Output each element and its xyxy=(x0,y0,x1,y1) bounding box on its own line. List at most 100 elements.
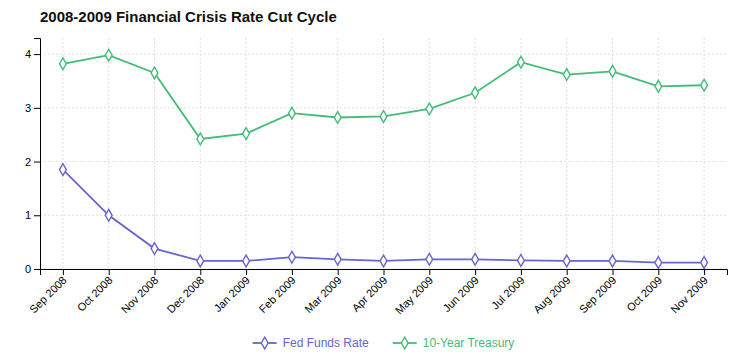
x-tick-mark xyxy=(567,269,568,275)
x-tick-mark xyxy=(292,269,293,275)
x-tick-mark xyxy=(704,269,705,275)
data-point xyxy=(426,103,433,115)
data-point xyxy=(334,112,341,124)
x-tick: Nov 2009 xyxy=(668,269,710,316)
x-tick: Dec 2008 xyxy=(164,269,206,316)
data-point xyxy=(426,253,433,265)
data-point xyxy=(655,257,662,269)
data-point xyxy=(243,128,250,140)
y-tick: 1 xyxy=(25,209,40,221)
x-tick-mark xyxy=(384,269,385,275)
y-tick: 3 xyxy=(25,102,40,114)
y-tick-label: 4 xyxy=(25,48,31,60)
y-axis-line xyxy=(34,39,41,270)
x-tick: Apr 2009 xyxy=(349,269,389,314)
data-point xyxy=(609,65,616,77)
x-tick-label: Oct 2008 xyxy=(75,274,115,314)
grid-line-x xyxy=(337,38,338,269)
y-tick-label: 3 xyxy=(25,102,31,114)
grid-line-x xyxy=(520,38,521,269)
x-tick: Aug 2009 xyxy=(531,269,573,316)
legend-item: Fed Funds Rate xyxy=(253,336,369,350)
legend-marker xyxy=(261,337,268,349)
x-tick-label: Nov 2008 xyxy=(119,274,161,316)
chart-container: 2008-2009 Financial Crisis Rate Cut Cycl… xyxy=(0,0,747,355)
y-tick: 2 xyxy=(25,156,40,168)
grid-line-x xyxy=(475,38,476,269)
chart-title: 2008-2009 Financial Crisis Rate Cut Cycl… xyxy=(40,8,337,25)
x-tick: May 2009 xyxy=(393,269,436,316)
legend-label: Fed Funds Rate xyxy=(283,336,369,350)
x-tick-mark xyxy=(109,269,110,275)
y-tick-mark xyxy=(34,54,40,55)
x-tick-mark xyxy=(475,269,476,275)
x-tick-mark xyxy=(613,269,614,275)
y-tick-label: 1 xyxy=(25,209,31,221)
y-tick-mark xyxy=(34,215,40,216)
x-tick-label: Apr 2009 xyxy=(349,274,389,314)
grid-line-y xyxy=(40,161,727,162)
x-tick: Feb 2009 xyxy=(256,269,297,315)
grid-line-x xyxy=(429,38,430,269)
x-tick: Oct 2008 xyxy=(75,269,115,314)
grid-line-x xyxy=(658,38,659,269)
y-tick-mark xyxy=(34,162,40,163)
y-axis: 0 1 2 3 4 xyxy=(25,39,41,276)
x-tick-mark xyxy=(429,269,430,275)
x-axis: Sep 2008Oct 2008Nov 2008Dec 2008Jan 2009… xyxy=(27,269,727,316)
x-tick-mark xyxy=(338,269,339,275)
data-point xyxy=(518,56,525,68)
x-tick: Jun 2009 xyxy=(441,269,481,314)
series-line xyxy=(63,170,704,263)
x-tick-label: Nov 2009 xyxy=(668,274,710,316)
x-tick: Oct 2009 xyxy=(624,269,664,314)
x-tick: Sep 2009 xyxy=(577,269,619,316)
x-tick-label: Jan 2009 xyxy=(212,274,252,314)
data-point xyxy=(151,243,158,255)
grid-line-x xyxy=(62,38,63,269)
data-point xyxy=(289,251,296,263)
y-tick-mark xyxy=(34,108,40,109)
data-point xyxy=(243,255,250,267)
legend: Fed Funds Rate 10-Year Treasury xyxy=(253,336,515,350)
x-tick-label: Jun 2009 xyxy=(441,274,481,314)
y-tick-label: 0 xyxy=(25,263,31,275)
data-point xyxy=(518,255,525,267)
marks xyxy=(60,49,708,268)
data-point xyxy=(289,107,296,119)
data-point xyxy=(655,80,662,92)
data-point xyxy=(197,133,204,145)
legend-marker xyxy=(401,337,408,349)
data-point xyxy=(563,69,570,81)
x-tick-mark xyxy=(63,269,64,275)
data-point xyxy=(701,79,708,91)
grid-line-x xyxy=(704,38,705,269)
plot-area: 0 1 2 3 4 Sep 2008Oct 2008Nov 2008Dec 2008Jan… xyxy=(25,38,728,316)
data-point xyxy=(472,253,479,265)
y-tick-mark xyxy=(34,269,40,270)
legend-label: 10-Year Treasury xyxy=(423,336,515,350)
data-point xyxy=(60,58,67,70)
x-tick-label: Mar 2009 xyxy=(302,274,343,315)
x-tick-mark xyxy=(246,269,247,275)
chart-svg: 2008-2009 Financial Crisis Rate Cut Cycl… xyxy=(0,0,747,355)
data-point xyxy=(472,87,479,99)
data-point xyxy=(563,255,570,267)
grid xyxy=(40,38,727,269)
x-axis-line xyxy=(41,270,728,276)
x-tick: Nov 2008 xyxy=(119,269,161,316)
x-tick-mark xyxy=(200,269,201,275)
data-point xyxy=(197,255,204,267)
data-point xyxy=(60,164,67,176)
y-tick: 4 xyxy=(25,48,40,60)
data-point xyxy=(609,255,616,267)
y-tick-label: 2 xyxy=(25,156,31,168)
series-line xyxy=(63,55,704,139)
grid-line-x xyxy=(383,38,384,269)
grid-line-x xyxy=(291,38,292,269)
data-point xyxy=(380,255,387,267)
x-tick-label: Aug 2009 xyxy=(531,274,573,316)
grid-line-x xyxy=(108,38,109,269)
x-tick: Sep 2008 xyxy=(27,269,69,316)
x-tick-label: Oct 2009 xyxy=(624,274,664,314)
